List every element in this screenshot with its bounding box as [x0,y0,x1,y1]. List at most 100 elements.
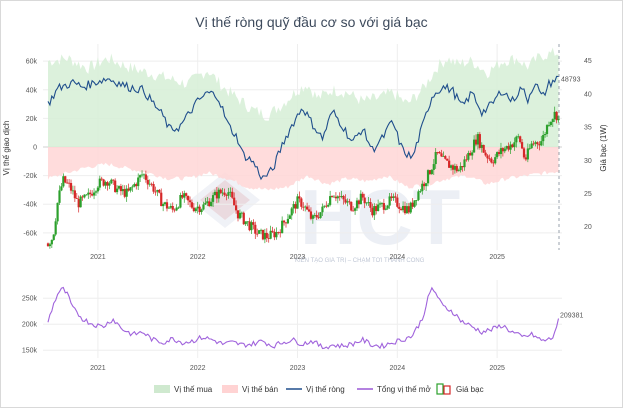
candle-body [467,152,470,160]
candle-body [497,152,501,155]
candle-body [451,165,455,170]
candle-body [173,209,176,211]
legend-swatch [154,385,170,393]
candle-body [421,183,424,192]
legend-label: Tổng vị thế mở [377,385,431,394]
candle-body [332,196,336,198]
candle-body [85,194,88,196]
candle-body [513,142,516,148]
candle-body [409,202,412,213]
candle-body [219,189,222,193]
candle-body [428,170,432,174]
candle-body [411,202,414,207]
candle-body [400,208,403,211]
bottom-y-axis-ticks: 250k 200k 150k [22,296,38,355]
candle-body [338,196,341,198]
candle-body [503,148,506,152]
candle-body [236,210,240,219]
candle-body [530,143,533,149]
candle-body [365,202,368,204]
candle-body [250,222,253,231]
candle-body [313,214,316,216]
candle-body [246,221,249,223]
candle-body [300,198,303,207]
candle-body [353,208,357,211]
candle-body [496,152,499,158]
chart-title: Vị thế ròng quỹ đầu cơ so với giá bạc [195,14,428,30]
x-tick-label: 2025 [489,365,505,372]
y-tick-label: 40k [26,87,38,94]
candle-body [292,204,295,209]
top-x-axis-ticks: 2021 2022 2023 2024 2025 [90,254,505,261]
candle-body [123,189,126,197]
candle-body [474,139,478,145]
candle-body [127,188,130,191]
candle-body [492,162,495,164]
candle-body [91,194,94,196]
candle-body [129,187,132,191]
candle-body [140,174,144,176]
candle-body [150,183,153,185]
candle-body [50,239,53,245]
candle-body [238,212,242,219]
y2-tick-label: 30 [584,158,592,165]
candle-body [298,196,301,199]
candle-body [398,206,401,209]
y2-tick-label: 35 [584,125,592,132]
candle-body [269,230,272,239]
legend-label: Vị thế ròng [306,385,345,394]
sell-position-area [48,147,559,191]
left-y-axis-ticks: 60k 40k 20k 0 -20k -40k -60k [23,59,37,238]
legend-swatch [436,383,444,395]
candle-body [403,206,407,214]
candle-body [444,156,447,159]
candle-body [89,192,92,195]
candle-body [281,220,284,234]
candle-body [520,142,524,149]
candle-body [227,192,230,196]
candle-body [315,214,318,218]
candle-body [198,206,201,213]
candle-body [455,166,458,172]
bottom-x-axis-ticks: 2021 2022 2023 2024 2025 [90,365,505,372]
candle-body [106,182,109,186]
y-tick-label: 150k [22,348,38,355]
candle-body [81,196,84,198]
candle-body [271,230,274,232]
candle-body [108,183,111,186]
right-y-axis-ticks: 45 40 35 30 25 20 [584,58,592,231]
silver-price-candles [46,106,560,249]
candle-body [217,189,220,199]
candle-body [359,193,362,205]
candle-body [152,184,155,192]
candle-body [369,202,372,208]
candle-body [192,207,195,212]
candle-body [286,218,290,224]
candle-body [233,197,236,206]
candle-body [181,195,184,198]
candle-body [348,201,351,203]
candle-body [430,169,433,174]
candle-body [284,222,288,224]
candle-body [60,186,63,191]
candle-body [231,191,234,198]
candle-body [144,174,147,180]
candle-body [538,144,541,146]
net-position-line [47,75,559,181]
candle-body [419,191,422,192]
candle-body [505,146,508,149]
candle-body [545,125,549,134]
candle-body [294,204,297,209]
candle-body [263,232,266,240]
candle-body [394,196,397,198]
candle-body [54,221,57,235]
candle-body [461,166,464,168]
candle-body [96,187,99,192]
candle-body [517,136,520,138]
candle-body [457,170,460,172]
candle-body [104,182,107,186]
candle-body [117,186,121,189]
candle-body [340,196,343,198]
candle-body [179,195,182,208]
